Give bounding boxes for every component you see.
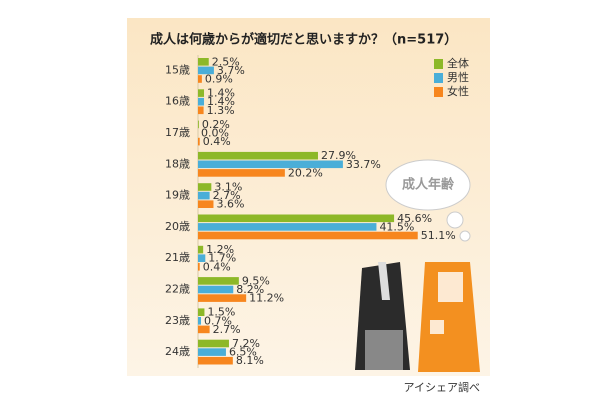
category-label: 17歳 (165, 126, 190, 139)
bar (198, 66, 214, 75)
value-label: 11.2% (249, 292, 284, 305)
legend-swatch (434, 87, 443, 97)
legend-swatch (434, 59, 443, 69)
bar (198, 169, 285, 177)
bar (198, 151, 318, 160)
value-label: 1.3% (207, 104, 235, 117)
category-label: 20歳 (165, 220, 190, 233)
bar (198, 160, 343, 169)
bar (198, 183, 212, 191)
category-label: 19歳 (165, 189, 190, 202)
value-label: 3.7% (217, 64, 245, 77)
value-label: 3.6% (216, 198, 244, 211)
category-label: 24歳 (165, 345, 190, 358)
category-label: 22歳 (165, 283, 190, 296)
bar (198, 191, 210, 200)
value-label: 51.1% (421, 229, 456, 242)
bar (198, 348, 226, 356)
value-label: 45.6% (397, 212, 432, 225)
illustration (355, 159, 480, 372)
value-label: 3.1% (214, 181, 242, 194)
legend-swatch (434, 73, 443, 83)
value-label: 2.7% (213, 189, 241, 202)
value-label: 0.4% (203, 135, 231, 148)
value-label: 1.2% (206, 243, 234, 256)
legend-label: 女性 (447, 84, 469, 98)
bar (198, 339, 229, 348)
category-label: 16歳 (165, 95, 190, 108)
bar (198, 254, 206, 262)
bar (198, 308, 205, 316)
value-label: 8.2% (236, 283, 264, 296)
bar (198, 97, 205, 106)
category-label: 23歳 (165, 314, 190, 327)
bar (198, 325, 210, 334)
bar (198, 137, 200, 146)
bar (198, 89, 205, 97)
value-label: 9.5% (242, 274, 270, 287)
bar (198, 231, 418, 240)
value-label: 0.9% (205, 73, 233, 86)
bar (198, 317, 202, 325)
bar (198, 277, 239, 285)
bar (198, 106, 204, 115)
value-label: 0.0% (201, 127, 229, 140)
bar (198, 245, 204, 254)
bar (198, 58, 209, 66)
value-label: 8.1% (236, 354, 264, 367)
bar (198, 120, 199, 129)
bar (198, 263, 200, 271)
bar (198, 214, 395, 223)
value-label: 41.5% (379, 220, 414, 233)
value-label: 0.7% (204, 314, 232, 327)
chart-title: 成人は何歳からが適切だと思いますか？（n=517） (150, 32, 457, 48)
bar (198, 356, 233, 365)
legend-label: 男性 (447, 70, 469, 84)
value-label: 0.4% (203, 260, 231, 273)
value-label: 0.2% (202, 118, 230, 131)
annotation: 成人年齢 (402, 177, 455, 193)
bar (198, 200, 214, 208)
value-label: 27.9% (321, 149, 356, 162)
value-label: 20.2% (288, 166, 323, 179)
value-label: 1.5% (207, 306, 235, 319)
value-label: 2.7% (213, 323, 241, 336)
value-label: 33.7% (346, 158, 381, 171)
category-label: 15歳 (165, 63, 190, 76)
legend-label: 全体 (447, 56, 469, 70)
value-label: 1.4% (207, 87, 235, 100)
bar (198, 75, 202, 83)
value-label: 1.4% (207, 95, 235, 108)
category-label: 18歳 (165, 157, 190, 170)
source: アイシェア調べ (404, 380, 480, 394)
value-label: 7.2% (232, 337, 260, 350)
bar (198, 294, 247, 302)
value-label: 2.5% (212, 55, 240, 68)
value-label: 6.5% (229, 346, 257, 359)
category-label: 21歳 (165, 251, 190, 264)
bar (198, 223, 377, 231)
bar (198, 285, 234, 294)
value-label: 1.7% (208, 252, 236, 265)
